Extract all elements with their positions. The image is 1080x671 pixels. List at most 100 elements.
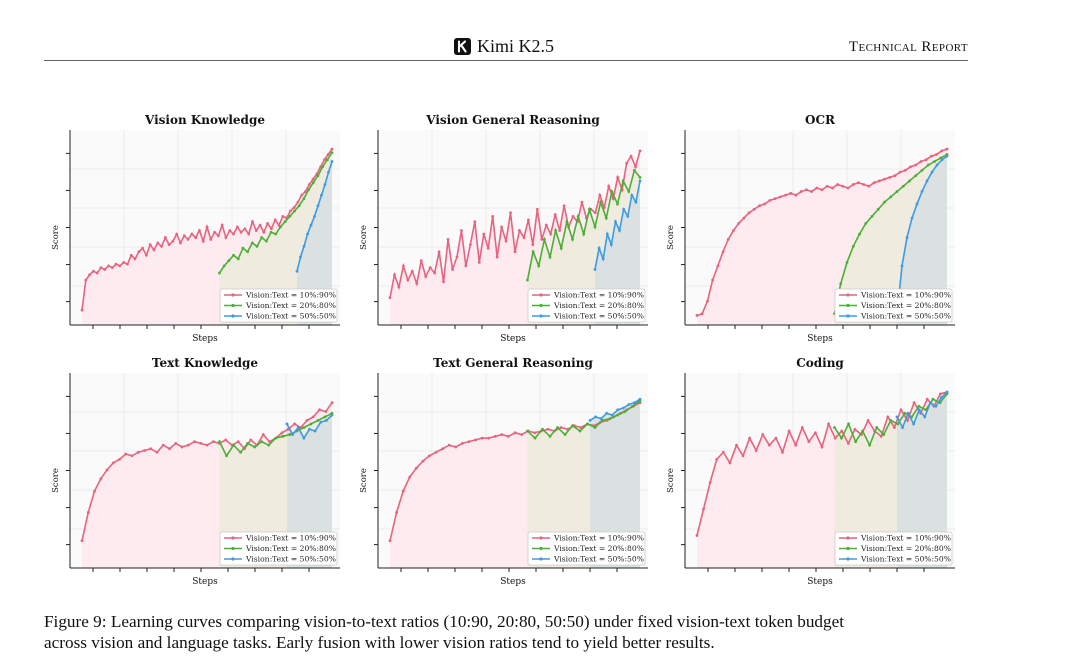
legend: Vision:Text = 10%:90%Vision:Text = 20%:8… bbox=[219, 288, 338, 323]
header-brand: Kimi K2.5 bbox=[454, 36, 554, 57]
data-point bbox=[327, 170, 330, 174]
data-point bbox=[579, 426, 583, 429]
data-point bbox=[742, 216, 746, 220]
data-point bbox=[610, 413, 614, 417]
data-point bbox=[903, 168, 907, 172]
legend: Vision:Text = 10%:90%Vision:Text = 20%:8… bbox=[527, 288, 646, 323]
data-point bbox=[190, 232, 194, 236]
data-point bbox=[867, 184, 871, 188]
data-point bbox=[281, 434, 285, 438]
data-point bbox=[841, 184, 845, 188]
data-point bbox=[267, 443, 271, 447]
data-point bbox=[940, 395, 943, 399]
data-point bbox=[268, 440, 271, 444]
legend-box bbox=[219, 531, 338, 566]
data-point bbox=[889, 419, 893, 422]
data-point bbox=[711, 278, 715, 282]
data-point bbox=[482, 232, 486, 236]
data-point bbox=[487, 436, 491, 440]
data-point bbox=[302, 436, 306, 440]
data-point bbox=[330, 401, 334, 405]
legend-marker bbox=[846, 314, 850, 318]
data-point bbox=[205, 443, 209, 447]
data-point bbox=[133, 257, 137, 261]
data-point bbox=[408, 475, 412, 479]
data-point bbox=[143, 449, 146, 452]
data-point bbox=[898, 170, 902, 174]
data-point bbox=[406, 278, 410, 282]
legend-label: Vision:Text = 50%:50% bbox=[245, 555, 336, 564]
data-point bbox=[618, 229, 621, 232]
data-point bbox=[609, 243, 613, 247]
data-point bbox=[726, 237, 730, 241]
data-point bbox=[99, 266, 103, 270]
data-point bbox=[330, 160, 334, 163]
data-point bbox=[587, 207, 591, 211]
data-point bbox=[246, 250, 250, 254]
data-point bbox=[789, 191, 793, 195]
data-point bbox=[211, 440, 215, 444]
data-point bbox=[598, 193, 602, 197]
data-point bbox=[114, 262, 118, 266]
figure-caption: Figure 9: Learning curves comparing visi… bbox=[44, 611, 974, 653]
data-point bbox=[559, 426, 563, 429]
data-point bbox=[235, 225, 239, 229]
data-point bbox=[241, 246, 245, 250]
data-point bbox=[901, 184, 905, 188]
data-point bbox=[80, 539, 84, 543]
data-point bbox=[781, 450, 784, 454]
data-point bbox=[814, 431, 817, 435]
data-point bbox=[889, 195, 893, 199]
legend-marker bbox=[539, 303, 543, 308]
legend-marker bbox=[231, 557, 235, 561]
data-point bbox=[919, 160, 923, 163]
data-point bbox=[460, 442, 464, 445]
chart-panel: OCR Vision:Text = 10%:90%Vision:Text = 20… bbox=[666, 113, 955, 344]
data-point bbox=[447, 443, 451, 447]
data-point bbox=[741, 454, 745, 458]
data-point bbox=[232, 232, 235, 236]
data-point bbox=[308, 427, 311, 431]
data-point bbox=[864, 222, 868, 225]
y-axis-label: Score bbox=[51, 225, 61, 250]
data-point bbox=[504, 239, 508, 243]
y-axis-label: Score bbox=[51, 468, 61, 493]
data-point bbox=[778, 195, 782, 199]
data-point bbox=[320, 193, 323, 197]
legend-marker bbox=[846, 293, 850, 297]
data-point bbox=[480, 436, 484, 440]
data-point bbox=[326, 152, 330, 156]
data-point bbox=[580, 200, 584, 204]
data-point bbox=[868, 443, 872, 447]
data-point bbox=[912, 401, 916, 405]
data-point bbox=[905, 236, 909, 239]
data-point bbox=[199, 442, 203, 445]
data-point bbox=[800, 426, 804, 429]
data-point bbox=[227, 259, 231, 262]
data-point bbox=[621, 406, 625, 410]
data-point bbox=[86, 511, 90, 514]
data-point bbox=[209, 237, 213, 241]
data-point bbox=[513, 431, 517, 435]
x-axis-label: Steps bbox=[807, 334, 833, 344]
data-point bbox=[280, 431, 284, 435]
data-point bbox=[410, 269, 414, 273]
data-point bbox=[840, 436, 843, 440]
data-point bbox=[935, 152, 938, 156]
x-axis-label: Steps bbox=[500, 334, 526, 344]
data-point bbox=[854, 440, 857, 444]
data-point bbox=[804, 188, 808, 192]
data-point bbox=[401, 264, 405, 268]
data-point bbox=[250, 241, 254, 245]
data-point bbox=[862, 183, 866, 186]
data-point bbox=[388, 296, 392, 300]
data-point bbox=[627, 403, 631, 406]
data-point bbox=[513, 250, 517, 254]
data-point bbox=[236, 440, 240, 444]
data-point bbox=[167, 243, 171, 247]
data-point bbox=[175, 232, 179, 236]
data-point bbox=[892, 426, 896, 429]
data-point bbox=[906, 419, 909, 422]
data-point bbox=[614, 220, 617, 224]
